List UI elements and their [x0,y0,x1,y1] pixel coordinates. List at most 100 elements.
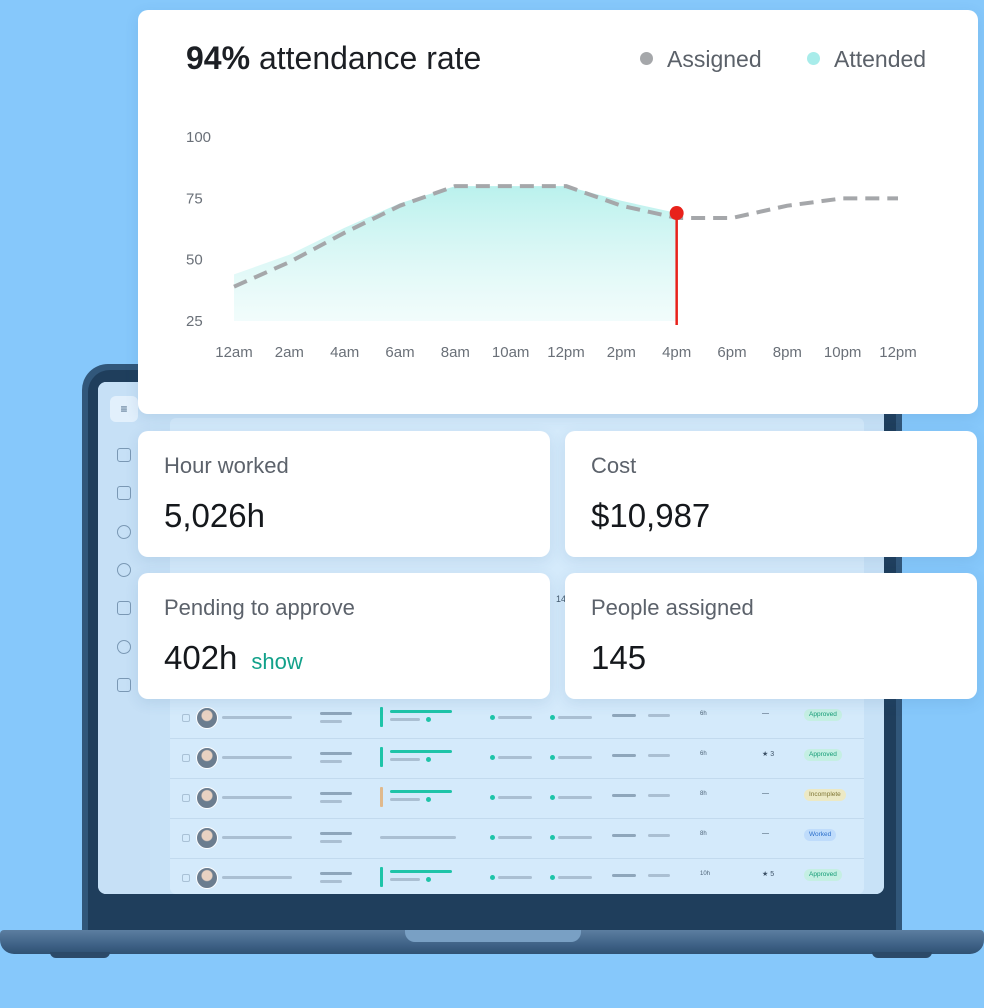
chart-icon[interactable] [117,601,131,615]
assigned-line [233,184,898,289]
row-rating: — [762,710,769,717]
y-tick-label: 50 [186,252,203,269]
dollar-icon[interactable] [117,563,131,577]
shift-bar [380,787,383,807]
attended-area [234,186,677,321]
placeholder-line [320,752,352,755]
avatar [196,867,218,889]
people-icon[interactable] [117,525,131,539]
row-checkbox[interactable] [182,754,190,762]
stat-value: 5,026h [164,497,265,534]
table-row[interactable]: 8h — Worked [170,818,864,859]
shift-bar [380,707,383,727]
laptop-notch [405,930,581,942]
legend-attended: Attended [807,46,926,73]
table-row[interactable]: 8h — Incomplete [170,778,864,819]
row-rating: — [762,790,769,797]
x-tick-label: 12am [215,344,253,361]
table-row[interactable]: 10h ★ 5 Approved [170,858,864,894]
x-tick-label: 6pm [717,344,746,361]
x-tick-label: 10am [492,344,530,361]
legend-dot-assigned [640,52,653,65]
placeholder-line [390,718,420,721]
placeholder-line [612,754,636,757]
location-pin-icon [490,795,495,800]
placeholder-line [558,716,592,719]
placeholder-line [498,716,532,719]
location-pin-icon [550,835,555,840]
stat-value: 145 [591,639,647,676]
app-logo[interactable]: ≡ [110,396,138,422]
placeholder-line [320,800,342,803]
x-tick-label: 2am [275,344,304,361]
shift-line [390,710,452,713]
pending-hours-value: 402h [164,639,238,676]
help-icon[interactable] [117,640,131,654]
avatar [196,747,218,769]
placeholder-line [612,874,636,877]
placeholder-line [222,836,292,839]
x-tick-label: 8pm [773,344,802,361]
current-time-marker-dot [669,206,684,221]
shift-line [390,790,452,793]
location-pin-icon [490,835,495,840]
y-tick-label: 75 [186,190,203,207]
placeholder-line [648,834,670,837]
x-tick-label: 4am [330,344,359,361]
stat-value: $10,987 [591,497,711,534]
placeholder-line [558,876,592,879]
placeholder-line [320,840,342,843]
shift-bar [380,867,383,887]
x-tick-label: 12pm [547,344,585,361]
table-row[interactable]: 6h — Approved [170,698,864,739]
show-link[interactable]: show [251,649,303,674]
location-pin-icon [550,795,555,800]
row-checkbox[interactable] [182,794,190,802]
placeholder-line [498,796,532,799]
placeholder-line [498,876,532,879]
row-rating: ★ 5 [762,871,775,878]
stat-label: Pending to approve [164,595,355,620]
document-icon[interactable] [117,448,131,462]
x-tick-label: 8am [441,344,470,361]
placeholder-line [320,872,352,875]
table-row[interactable]: 6h ★ 3 Approved [170,738,864,779]
placeholder-line [320,880,342,883]
row-checkbox[interactable] [182,834,190,842]
placeholder-line [320,760,342,763]
placeholder-line [612,834,636,837]
avatar [196,707,218,729]
attendance-line-chart: 100 75 50 25 12am 2am 4am 6am 8am 10am 12pm 2pm 4pm 6… [186,129,917,361]
placeholder-line [222,756,292,759]
placeholder-line [648,874,670,877]
stat-label: Cost [591,453,637,478]
placeholder-line [612,714,636,717]
status-badge: Approved [804,709,842,721]
row-hours: 6h [700,751,707,757]
laptop-foot [872,952,932,958]
x-tick-label: 10pm [824,344,862,361]
pending-approve-card: Pending to approve 402h show [138,573,550,699]
people-assigned-card: People assigned 145 [565,573,977,699]
row-hours: 10h [700,871,711,877]
status-dot [426,797,431,802]
status-badge: Approved [804,869,842,881]
settings-sliders-icon[interactable] [117,678,131,692]
placeholder-line [612,794,636,797]
stat-label: Hour worked [164,453,289,478]
calendar-icon[interactable] [117,486,131,500]
legend-label: Attended [834,46,927,72]
placeholder-line [648,754,670,757]
hours-worked-card: Hour worked 5,026h [138,431,550,557]
status-badge: Worked [804,829,837,841]
row-checkbox[interactable] [182,714,190,722]
status-dot [426,757,431,762]
y-tick-label: 100 [186,129,211,146]
placeholder-line [320,832,352,835]
chart-title-text: attendance rate [258,40,482,76]
placeholder-line [498,836,532,839]
row-checkbox[interactable] [182,874,190,882]
x-tick-label: 4pm [662,344,691,361]
placeholder-line [390,798,420,801]
laptop-foot [50,952,110,958]
